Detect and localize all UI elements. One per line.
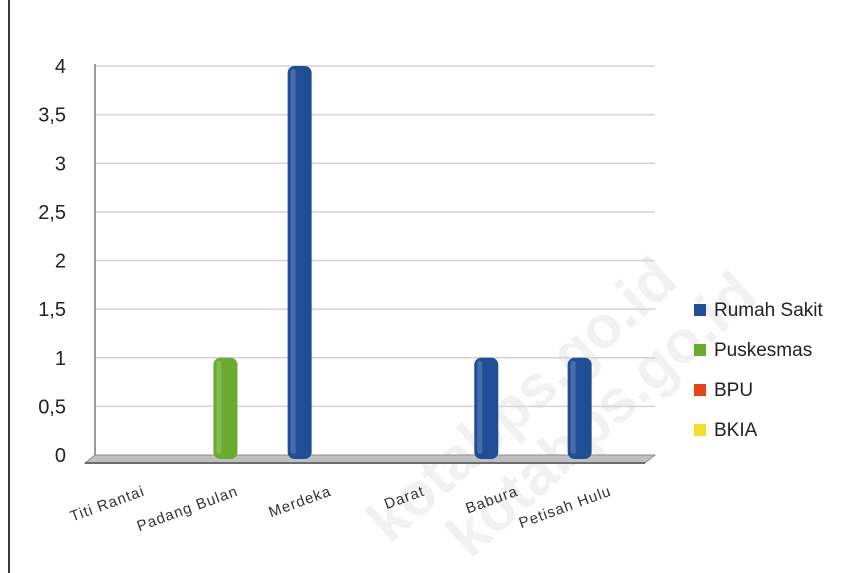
- legend-swatch: [694, 424, 706, 436]
- y-tick-label: 3,5: [38, 105, 66, 127]
- bar-mark: [287, 66, 312, 459]
- bar-highlight: [216, 360, 222, 454]
- legend-swatch: [694, 384, 706, 396]
- y-tick-label: 2,5: [38, 202, 66, 224]
- x-category-label: Padang Bulan: [135, 483, 241, 535]
- legend-item: BKIA: [694, 420, 758, 441]
- y-tick-label: 3: [55, 153, 66, 175]
- legend-label: Puskesmas: [714, 340, 812, 361]
- y-tick-label: 0: [55, 445, 66, 467]
- y-axis-tick-labels: 0 0,5 1 1,5 2 2,5 3 3,5 4: [38, 56, 66, 467]
- y-tick-label: 1: [55, 348, 66, 370]
- bar-puskesmas-padang-bulan: [213, 357, 238, 459]
- bar-mark: [213, 357, 238, 459]
- legend-swatch: [694, 304, 706, 316]
- y-tick-label: 2: [55, 251, 66, 273]
- y-tick-label: 1,5: [38, 299, 66, 321]
- x-category-label: Merdeka: [266, 483, 333, 521]
- bar-highlight: [290, 69, 296, 454]
- legend-item: BPU: [694, 380, 753, 401]
- bar-rumah-sakit-petisah-hulu: [567, 357, 592, 459]
- legend: Rumah Sakit Puskesmas BPU BKIA: [694, 300, 823, 441]
- bar-highlight: [570, 360, 576, 454]
- y-tick-label: 4: [55, 56, 66, 78]
- legend-item: Puskesmas: [694, 340, 812, 361]
- legend-label: BPU: [714, 380, 753, 401]
- legend-label: BKIA: [714, 420, 758, 441]
- legend-swatch: [694, 344, 706, 356]
- bar-mark: [474, 357, 499, 459]
- bars: [213, 66, 592, 459]
- bar-highlight: [477, 360, 483, 454]
- bar-rumah-sakit-merdeka: [287, 66, 312, 459]
- gridlines: [95, 65, 655, 408]
- bar-rumah-sakit-babura: [474, 357, 499, 459]
- left-border-line: [8, 0, 10, 573]
- y-tick-label: 0,5: [38, 396, 66, 418]
- legend-label: Rumah Sakit: [714, 300, 823, 321]
- bar-mark: [567, 357, 592, 459]
- legend-item: Rumah Sakit: [694, 300, 823, 321]
